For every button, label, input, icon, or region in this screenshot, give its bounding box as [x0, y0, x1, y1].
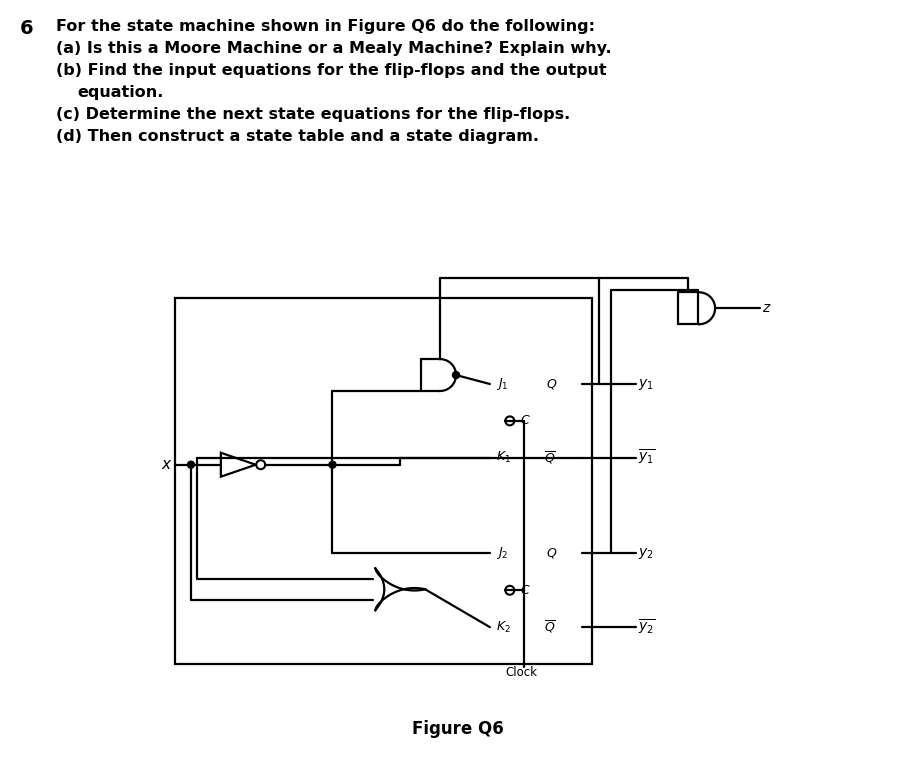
- Text: $\overline{y_1}$: $\overline{y_1}$: [638, 448, 656, 468]
- Text: $z$: $z$: [762, 301, 771, 315]
- Circle shape: [329, 461, 336, 468]
- Bar: [490, 532, 582, 649]
- Text: $J_1$: $J_1$: [496, 376, 508, 392]
- Text: $K_2$: $K_2$: [496, 620, 510, 635]
- Text: $\overline{Q}$: $\overline{Q}$: [544, 619, 555, 635]
- Text: (b) Find the input equations for the flip-flops and the output: (b) Find the input equations for the fli…: [57, 63, 607, 78]
- Text: (c) Determine the next state equations for the flip-flops.: (c) Determine the next state equations f…: [57, 107, 571, 122]
- Text: $Q$: $Q$: [546, 377, 557, 391]
- Text: (a) Is this a Moore Machine or a Mealy Machine? Explain why.: (a) Is this a Moore Machine or a Mealy M…: [57, 41, 612, 56]
- Text: (d) Then construct a state table and a state diagram.: (d) Then construct a state table and a s…: [57, 129, 540, 144]
- Text: $J_2$: $J_2$: [496, 546, 508, 561]
- Text: $C$: $C$: [519, 414, 530, 427]
- Text: $K_1$: $K_1$: [496, 450, 511, 465]
- Text: $C$: $C$: [519, 584, 530, 597]
- Text: For the state machine shown in Figure Q6 do the following:: For the state machine shown in Figure Q6…: [57, 19, 595, 34]
- Text: $\overline{y_2}$: $\overline{y_2}$: [638, 618, 656, 637]
- Text: Clock: Clock: [506, 666, 538, 679]
- Text: $\overline{Q}$: $\overline{Q}$: [544, 450, 555, 466]
- Text: $Q$: $Q$: [546, 547, 557, 560]
- Text: $x$: $x$: [161, 457, 172, 472]
- Text: 6: 6: [19, 19, 33, 39]
- Text: $y_2$: $y_2$: [638, 546, 654, 561]
- Circle shape: [453, 372, 460, 379]
- Bar: [175, 298, 592, 664]
- Text: Figure Q6: Figure Q6: [412, 720, 504, 737]
- Text: equation.: equation.: [77, 85, 164, 100]
- Circle shape: [188, 461, 194, 468]
- Bar: [490, 362, 582, 480]
- Text: $y_1$: $y_1$: [638, 376, 654, 391]
